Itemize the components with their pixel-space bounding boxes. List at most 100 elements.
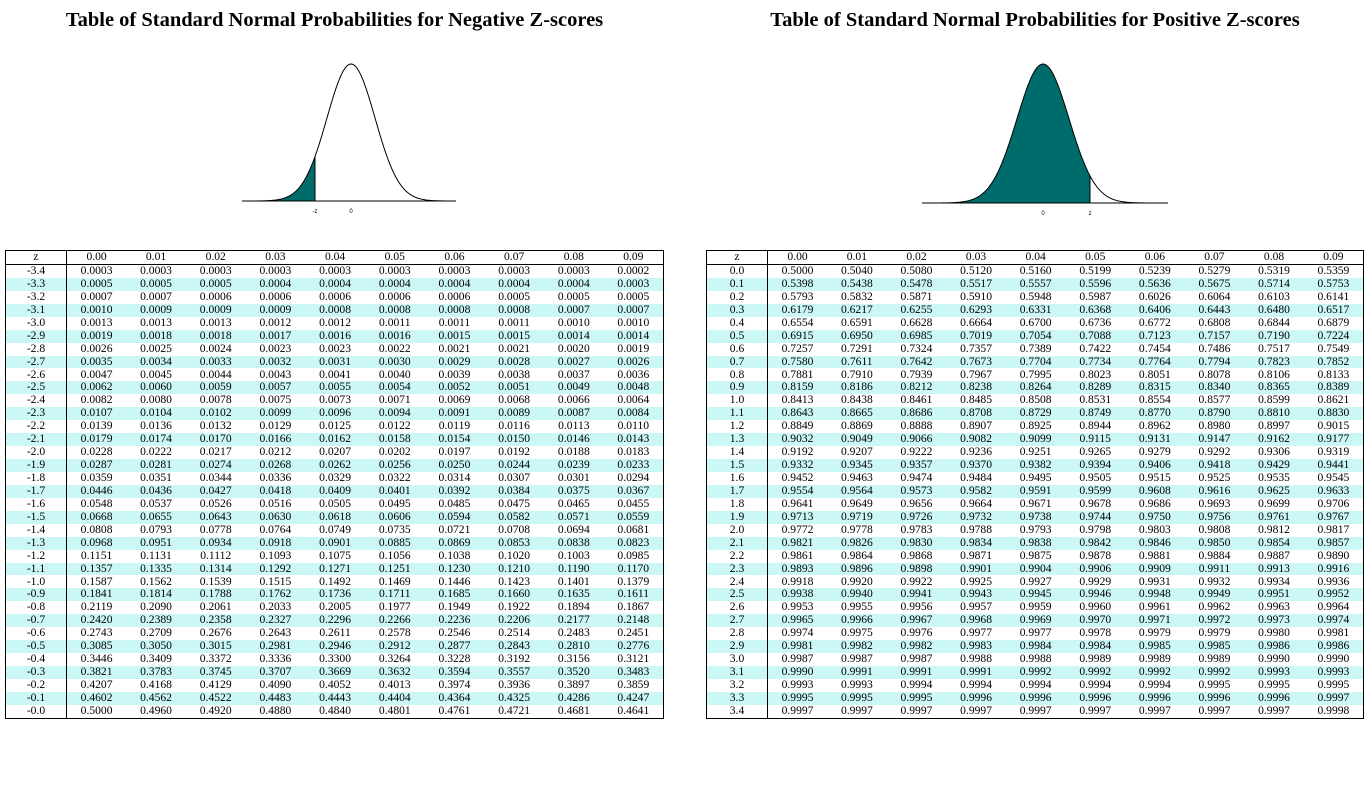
probability-cell: 0.0294 [617,471,650,484]
z-value-cell: -0.8 [5,601,67,615]
probability-cell: 0.2266 [364,614,425,628]
probability-cell: 0.9990 [767,666,828,679]
probability-cell: 0.0708 [498,523,531,536]
probability-cell: 0.9963 [1258,601,1290,614]
probability-cell: 0.9991 [886,666,947,679]
probability-cell: 0.0003 [259,264,292,277]
probability-cell: 0.9993 [1244,666,1304,679]
probability-cell: 0.0009 [126,303,186,317]
probability-cell: 0.9991 [946,666,1006,679]
probability-cell: 0.3264 [378,653,411,666]
column-header: 0.04 [305,250,365,265]
probability-cell: 0.9484 [960,471,993,484]
probability-cell: 0.7088 [1065,329,1126,343]
probability-cell: 0.2061 [199,601,232,614]
probability-cell: 0.9985 [1184,640,1245,654]
probability-cell: 0.1949 [438,601,471,614]
probability-cell: 0.5753 [1303,277,1364,291]
probability-cell: 0.4483 [245,691,306,705]
probability-cell: 0.4404 [364,691,425,705]
probability-cell: 0.1515 [259,575,292,588]
column-header: 0.00 [66,250,127,265]
table-row: 1.6 0.9452 0.9463 0.9474 0.9484 0.9495 0.9505 0… [706,471,1364,485]
probability-cell: 0.7157 [1184,329,1245,343]
probability-cell: 0.9783 [900,523,933,536]
probability-cell: 0.0003 [140,264,172,277]
probability-cell: 0.9826 [827,536,887,550]
probability-cell: 0.2148 [603,614,664,628]
probability-cell: 0.9505 [1079,471,1112,484]
probability-cell: 0.9049 [827,433,887,447]
z-value-cell: -1.9 [5,459,67,472]
probability-cell: 0.4641 [617,704,650,717]
probability-cell: 0.9956 [900,601,933,614]
probability-cell: 0.0668 [66,510,127,524]
probability-cell: 0.0853 [484,536,544,550]
probability-cell: 0.0154 [424,433,485,447]
probability-cell: 0.3783 [126,666,186,679]
probability-cell: 0.9608 [1125,484,1185,498]
probability-cell: 0.6554 [781,316,814,329]
probability-cell: 0.9744 [1065,510,1126,524]
table-row: -0.6 0.2743 0.2709 0.2676 0.2643 0.2611 0.2578… [5,627,664,641]
probability-cell: 0.9995 [1317,678,1350,691]
probability-cell: 0.8186 [827,381,887,395]
probability-cell: 0.9535 [1258,471,1290,484]
probability-cell: 0.0038 [498,368,531,381]
probability-cell: 0.0307 [498,471,531,484]
probability-cell: 0.9997 [1138,704,1171,717]
z-value-cell: -2.6 [5,368,67,382]
probability-cell: 0.0122 [378,420,411,433]
probability-cell: 0.9788 [960,523,993,536]
probability-cell: 0.9406 [1125,459,1185,472]
probability-cell: 0.0041 [319,368,352,381]
probability-cell: 0.0107 [66,407,127,421]
probability-cell: 0.9699 [1258,497,1290,510]
probability-cell: 0.9988 [960,653,993,666]
probability-cell: 0.2981 [245,640,306,654]
probability-cell: 0.9929 [1079,575,1112,588]
probability-cell: 0.0268 [245,459,306,472]
probability-cell: 0.0027 [544,355,604,369]
probability-cell: 0.9678 [1079,497,1112,510]
probability-cell: 0.0004 [424,277,485,291]
probability-cell: 0.3974 [438,678,471,691]
probability-cell: 0.5000 [80,704,113,717]
z-value-cell: -1.1 [5,562,67,576]
probability-cell: 0.1210 [484,562,544,576]
probability-cell: 0.8212 [886,381,947,395]
probability-cell: 0.3745 [185,666,246,679]
z-value-cell: -2.0 [5,446,67,459]
probability-cell: 0.2578 [378,627,411,640]
probability-cell: 0.7881 [781,368,814,381]
z-value-cell: 1.4 [706,446,768,459]
probability-cell: 0.0694 [557,523,590,536]
probability-cell: 0.9934 [1258,575,1290,588]
probability-cell: 0.9962 [1198,601,1231,614]
probability-cell: 0.0028 [484,355,544,369]
table-row: -0.5 0.3085 0.3050 0.3015 0.2981 0.2946 0.2912… [5,640,664,654]
probability-cell: 0.9830 [886,536,947,550]
probability-cell: 0.9904 [1005,562,1066,576]
probability-cell: 0.2912 [364,640,425,654]
probability-cell: 0.6480 [1244,303,1304,317]
probability-cell: 0.0075 [259,394,292,407]
z-value-cell: 0.7 [706,355,768,369]
probability-cell: 0.0014 [603,329,664,343]
probability-cell: 0.2327 [245,614,306,628]
probability-cell: 0.1003 [557,549,590,562]
z-value-cell: -2.2 [5,420,67,434]
probability-cell: 0.0222 [140,446,172,459]
probability-cell: 0.9370 [946,459,1006,472]
probability-cell: 0.9984 [1005,640,1066,654]
probability-cell: 0.9985 [1125,640,1185,654]
probability-cell: 0.0375 [544,484,604,498]
table-row: -0.3 0.3821 0.3783 0.3745 0.3707 0.3669 0.3632… [5,666,664,679]
table-row: -1.8 0.0359 0.0351 0.0344 0.0336 0.0329 0.0322… [5,471,664,485]
probability-cell: 0.9357 [886,459,947,472]
probability-cell: 0.9192 [781,446,814,459]
probability-cell: 0.9995 [886,691,947,705]
probability-cell: 0.5596 [1065,277,1126,291]
probability-cell: 0.8554 [1138,394,1171,407]
probability-cell: 0.9738 [1005,510,1066,524]
